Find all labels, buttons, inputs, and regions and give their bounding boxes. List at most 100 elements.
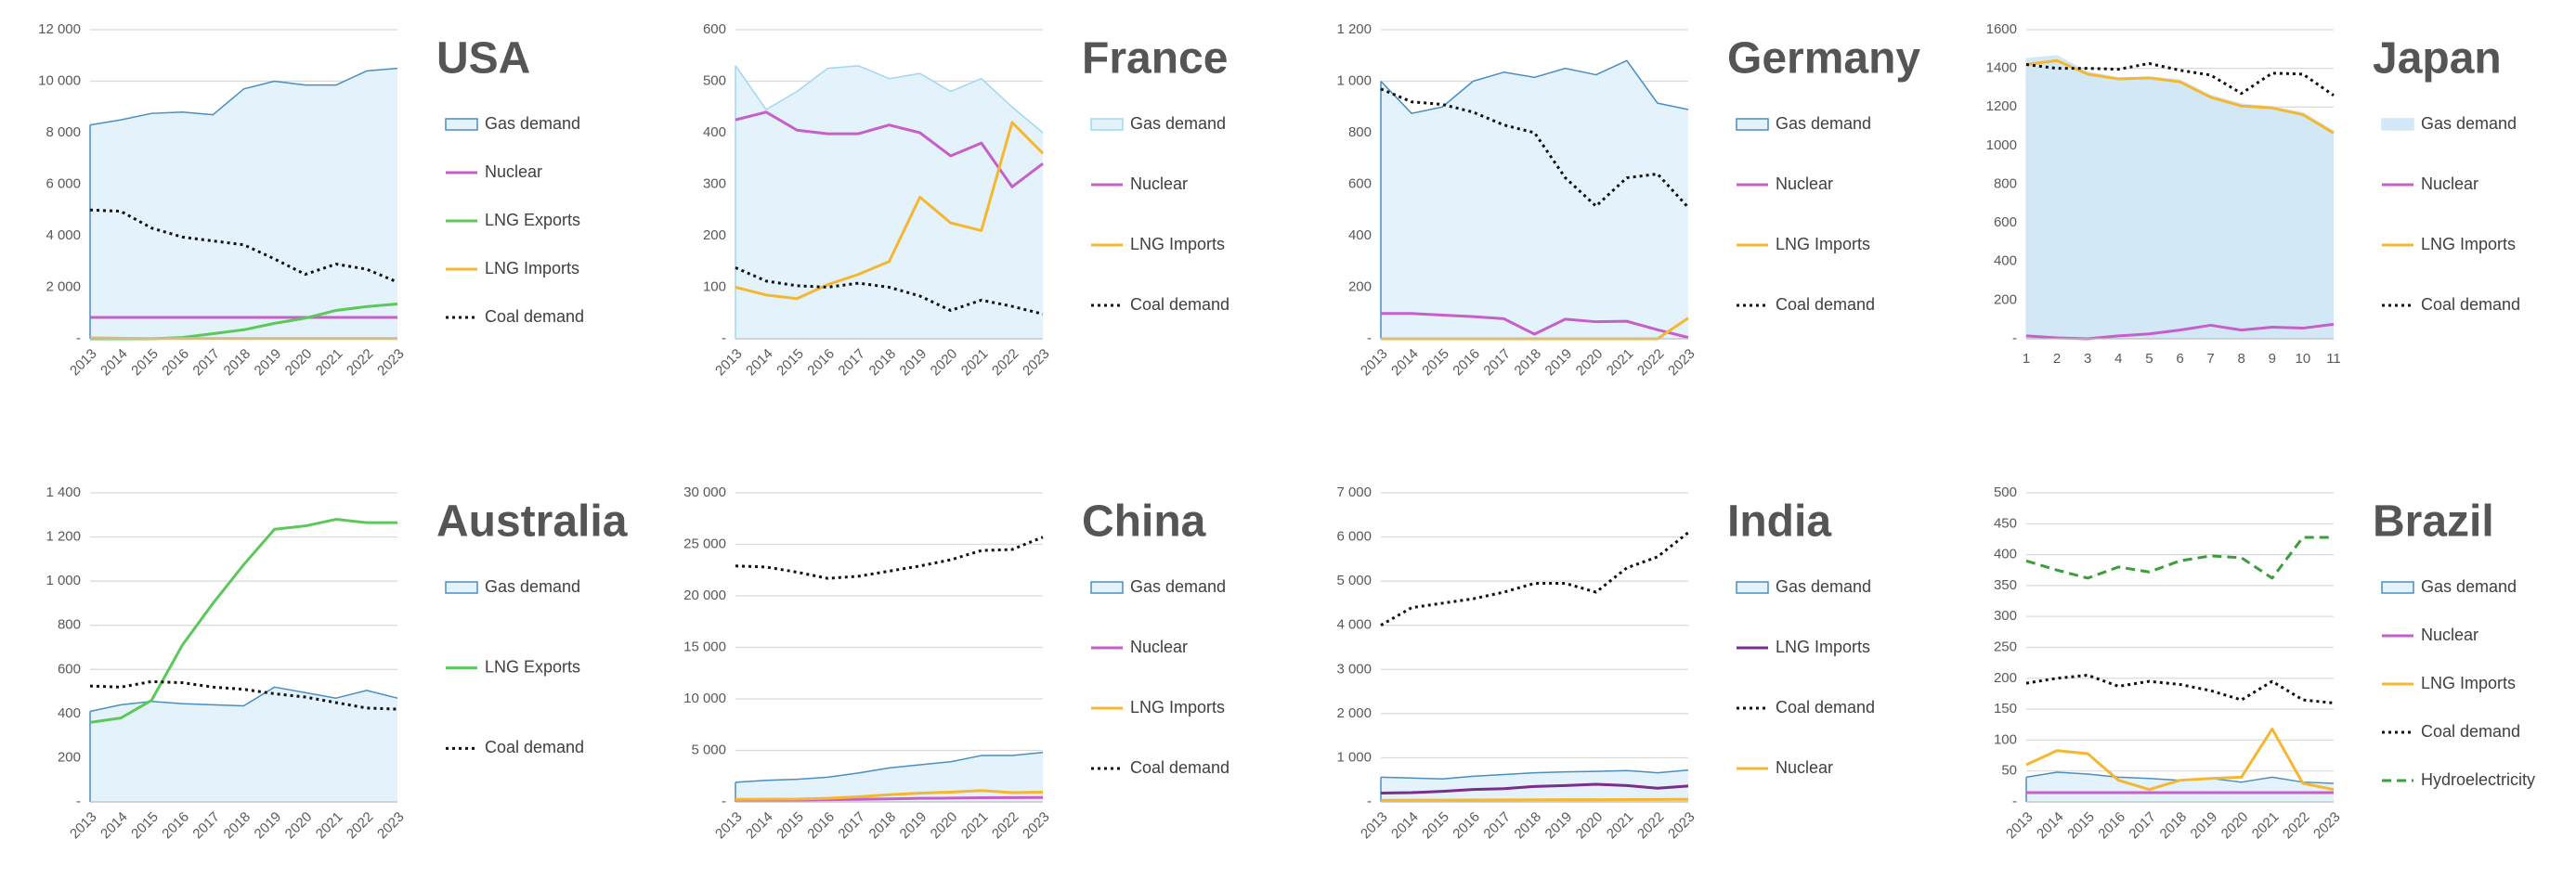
- chart-panel: - 200 400 600 800 1 000 1 200 1 400 201320142015…: [46, 484, 627, 842]
- legend-label: LNG Exports: [485, 657, 580, 676]
- x-tick-label: 2016: [804, 809, 838, 843]
- x-tick-label: 2018: [866, 346, 900, 380]
- x-tick-label: 8: [2238, 351, 2245, 367]
- x-tick-label: 6: [2176, 351, 2183, 367]
- y-tick-label: 15 000: [683, 639, 726, 654]
- x-tick-label: 2020: [928, 809, 961, 843]
- y-tick-label: -: [76, 794, 81, 809]
- x-tick-label: 2014: [98, 346, 131, 380]
- legend-label: Gas demand: [1776, 577, 1871, 596]
- y-tick-label: 2 000: [1336, 705, 1372, 721]
- legend-label: Coal demand: [485, 738, 584, 756]
- y-tick-label: 12 000: [38, 21, 81, 37]
- series-line: [735, 536, 1044, 580]
- x-tick-label: 2022: [1634, 809, 1668, 843]
- chart-title: Germany: [1727, 34, 1920, 84]
- legend-swatch: [2381, 581, 2414, 594]
- legend-label: Coal demand: [485, 307, 584, 326]
- y-tick-label: 800: [58, 617, 81, 633]
- x-tick-label: 2022: [989, 809, 1022, 843]
- series-line: [2025, 727, 2335, 792]
- x-tick-label: 2023: [1665, 809, 1698, 843]
- y-tick-label: 1 000: [1336, 749, 1372, 765]
- x-tick-label: 2015: [128, 809, 162, 843]
- y-tick-label: 20 000: [683, 588, 726, 603]
- y-tick-label: 400: [1994, 547, 2017, 562]
- x-tick-label: 2017: [835, 346, 868, 380]
- x-tick-label: 2023: [1020, 809, 1053, 843]
- x-tick-label: 2014: [743, 809, 776, 843]
- y-tick-label: 4 000: [46, 227, 81, 243]
- legend-label: Coal demand: [2421, 295, 2520, 314]
- y-tick-label: 400: [1994, 253, 2017, 269]
- y-tick-label: 500: [1994, 484, 2017, 500]
- y-tick-label: 300: [703, 175, 726, 191]
- x-tick-label: 2022: [1634, 346, 1668, 380]
- legend-label: LNG Imports: [2421, 235, 2516, 253]
- legend-label: Coal demand: [1776, 698, 1875, 717]
- x-tick-label: 2015: [774, 809, 807, 843]
- area-fill: [735, 65, 1043, 339]
- x-tick-label: 4: [2114, 351, 2122, 367]
- x-tick-label: 2013: [67, 346, 100, 380]
- x-tick-label: 2014: [743, 346, 776, 380]
- legend-label: LNG Imports: [2421, 674, 2516, 692]
- legend-label: Gas demand: [485, 114, 580, 133]
- y-tick-label: 2 000: [46, 278, 81, 294]
- y-tick-label: 4 000: [1336, 617, 1372, 633]
- y-tick-label: 200: [58, 749, 81, 765]
- y-tick-label: 1 200: [1336, 21, 1372, 37]
- x-tick-label: 2019: [1542, 809, 1576, 843]
- x-tick-label: 2014: [1388, 346, 1422, 380]
- area-fill: [735, 752, 1043, 802]
- y-tick-label: 1000: [1986, 137, 2017, 153]
- chart-panel: -501001502002503003504004505002013201420…: [1994, 484, 2535, 842]
- y-tick-label: 1400: [1986, 60, 2017, 76]
- x-tick-label: 2017: [1480, 809, 1514, 843]
- x-tick-label: 2016: [159, 346, 192, 380]
- x-tick-label: 2019: [1542, 346, 1576, 380]
- x-tick-label: 2013: [1358, 809, 1391, 843]
- legend-label: Gas demand: [2421, 114, 2517, 133]
- x-tick-label: 2016: [159, 809, 192, 843]
- x-tick-label: 7: [2206, 351, 2214, 367]
- x-tick-label: 2014: [98, 809, 131, 843]
- area-fill: [2026, 56, 2334, 340]
- area-line: [89, 67, 398, 126]
- legend-label: Gas demand: [2421, 577, 2517, 596]
- series-line: [2025, 61, 2335, 97]
- x-tick-label: 2017: [1480, 346, 1514, 380]
- x-tick-label: 2018: [1512, 809, 1545, 843]
- x-tick-label: 2018: [1512, 346, 1545, 380]
- legend-label: Nuclear: [1776, 174, 1833, 193]
- area-line: [1380, 769, 1689, 781]
- y-tick-label: 800: [1348, 124, 1372, 140]
- x-tick-label: 2019: [897, 809, 930, 843]
- series-line: [735, 266, 1044, 316]
- y-tick-label: 150: [1994, 701, 2017, 717]
- x-tick-label: 10: [2296, 351, 2311, 367]
- series-line: [1381, 312, 1689, 340]
- y-tick-label: 350: [1994, 577, 2017, 593]
- x-tick-label: 2018: [866, 809, 900, 843]
- series-line: [89, 518, 397, 724]
- chart-title: Japan: [2373, 34, 2502, 84]
- x-tick-label: 2019: [897, 346, 930, 380]
- y-tick-label: 250: [1994, 639, 2017, 654]
- y-tick-label: 200: [703, 227, 726, 243]
- x-tick-label: 2021: [1604, 346, 1637, 380]
- series-line: [1380, 797, 1689, 802]
- area-line: [89, 686, 398, 713]
- legend-label: Coal demand: [1130, 758, 1229, 777]
- chart-panel: -100200300400500600201320142015201620172…: [703, 21, 1229, 379]
- y-tick-label: 400: [703, 124, 726, 140]
- series-line: [89, 208, 398, 284]
- series-line: [1380, 531, 1689, 627]
- legend-swatch: [1736, 581, 1769, 594]
- legend-label: LNG Imports: [1130, 235, 1225, 253]
- chart-title: China: [1082, 497, 1206, 547]
- x-tick-label: 2013: [712, 809, 746, 843]
- area-line: [1380, 59, 1689, 114]
- area-fill: [1381, 60, 1688, 340]
